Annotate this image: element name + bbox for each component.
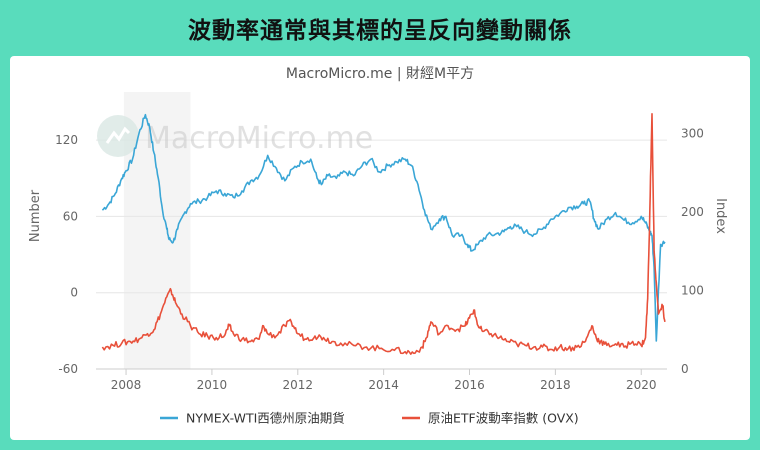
y-axis-left-title: Number xyxy=(28,189,43,242)
y-axis-right-title: Index xyxy=(713,198,728,234)
watermark-text: MacroMicro.me xyxy=(145,121,373,156)
legend-label-1[interactable]: NYMEX-WTI西德州原油期貨 xyxy=(186,411,345,426)
y-right-tick-label: 200 xyxy=(681,205,704,219)
y-left-tick-label: -60 xyxy=(58,362,78,376)
x-tick-label: 2018 xyxy=(540,378,571,392)
x-tick-label: 2016 xyxy=(454,378,485,392)
watermark-logo-icon xyxy=(97,115,139,157)
x-tick-label: 2010 xyxy=(197,378,228,392)
legend-label-2[interactable]: 原油ETF波動率指數 (OVX) xyxy=(428,411,579,426)
x-tick-label: 2020 xyxy=(626,378,657,392)
y-left-tick-label: 0 xyxy=(70,286,78,300)
chart-canvas: MacroMicro.me MacroMicro.me | 財經M平方 120 6… xyxy=(28,66,728,426)
watermark: MacroMicro.me xyxy=(97,115,373,157)
x-axis-ticks: 2008 2010 2012 2014 2016 2018 2020 xyxy=(96,368,667,392)
y-right-tick-label: 0 xyxy=(681,362,689,376)
legend: NYMEX-WTI西德州原油期貨 原油ETF波動率指數 (OVX) xyxy=(160,411,579,426)
series-line-1 xyxy=(101,113,666,342)
y-right-tick-label: 100 xyxy=(681,283,704,297)
y-right-tick-label: 300 xyxy=(681,126,704,140)
x-tick-label: 2014 xyxy=(368,378,399,392)
series-group xyxy=(101,113,666,355)
x-tick-label: 2008 xyxy=(111,378,142,392)
series-line-2 xyxy=(101,113,666,355)
y-left-tick-label: 60 xyxy=(63,209,78,223)
y-left-tick-label: 120 xyxy=(55,133,78,147)
chart-subtitle: MacroMicro.me | 財經M平方 xyxy=(286,66,474,82)
y-axis-right-ticks: 300 200 100 0 xyxy=(681,126,704,376)
chart-panel: MacroMicro.me MacroMicro.me | 財經M平方 120 6… xyxy=(10,56,750,440)
x-tick-label: 2012 xyxy=(283,378,314,392)
banner-title: 波動率通常與其標的呈反向變動關係 xyxy=(188,18,572,44)
y-axis-left-ticks: 120 60 0 -60 xyxy=(55,133,78,376)
